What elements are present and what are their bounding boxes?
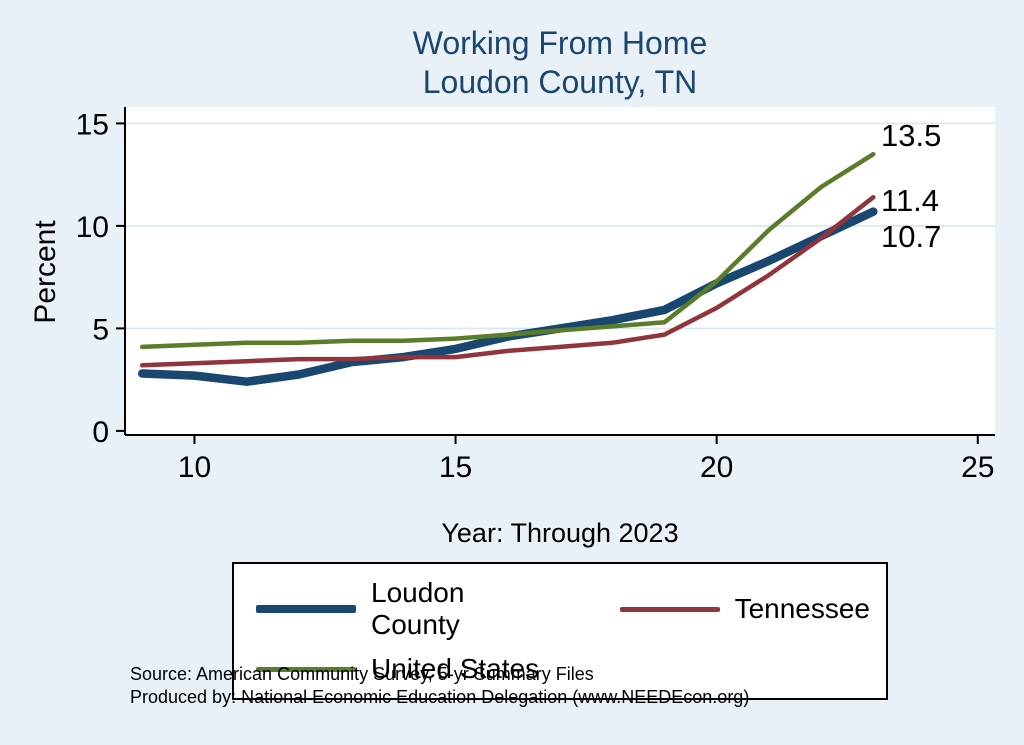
y-tick-label-10: 10 [76,211,109,244]
y-tick-label-5: 5 [92,313,109,346]
plot-area [125,107,995,435]
legend-swatch-loudon-county [256,604,356,614]
line-tennessee [139,194,876,368]
line-united-states [139,151,876,350]
y-tick-label-0: 0 [92,416,109,449]
legend-swatch-tennessee [619,606,720,612]
x-tick-label-25: 25 [961,451,994,484]
legend-label-tennessee: Tennessee [734,593,870,624]
x-tick-label-10: 10 [178,451,211,484]
legend-label-united-states: United States [371,653,540,684]
legend-swatch-united-states [256,666,356,672]
x-tick-label-20: 20 [700,451,733,484]
legend-item-united-states: United States [248,653,560,685]
chart-title: Working From Home Loudon County, TN [125,24,995,102]
chart-title-line-1: Working From Home [412,25,708,61]
x-axis-label: Year: Through 2023 [441,518,679,548]
produced-by-note: Produced by: National Economic Education… [130,687,750,708]
end-label-united-states: 13.5 [881,118,942,153]
y-tick-label-15: 15 [76,108,109,141]
source-note: Source: American Community Survey, 5-yr … [130,664,594,684]
x-tick-label-15: 15 [439,451,472,484]
chart-title-line-2: Loudon County, TN [422,64,698,101]
legend-item-tennessee: Tennessee [612,577,872,641]
footer-notes: Source: American Community Survey, 5-yr … [130,663,749,710]
legend-item-loudon-county: Loudon County [248,577,560,641]
end-label-tennessee: 11.4 [881,183,940,218]
end-label-loudon-county: 10.7 [881,219,942,254]
legend: Loudon County Tennessee United States [232,562,888,700]
legend-label-loudon-county: Loudon County [371,577,465,640]
